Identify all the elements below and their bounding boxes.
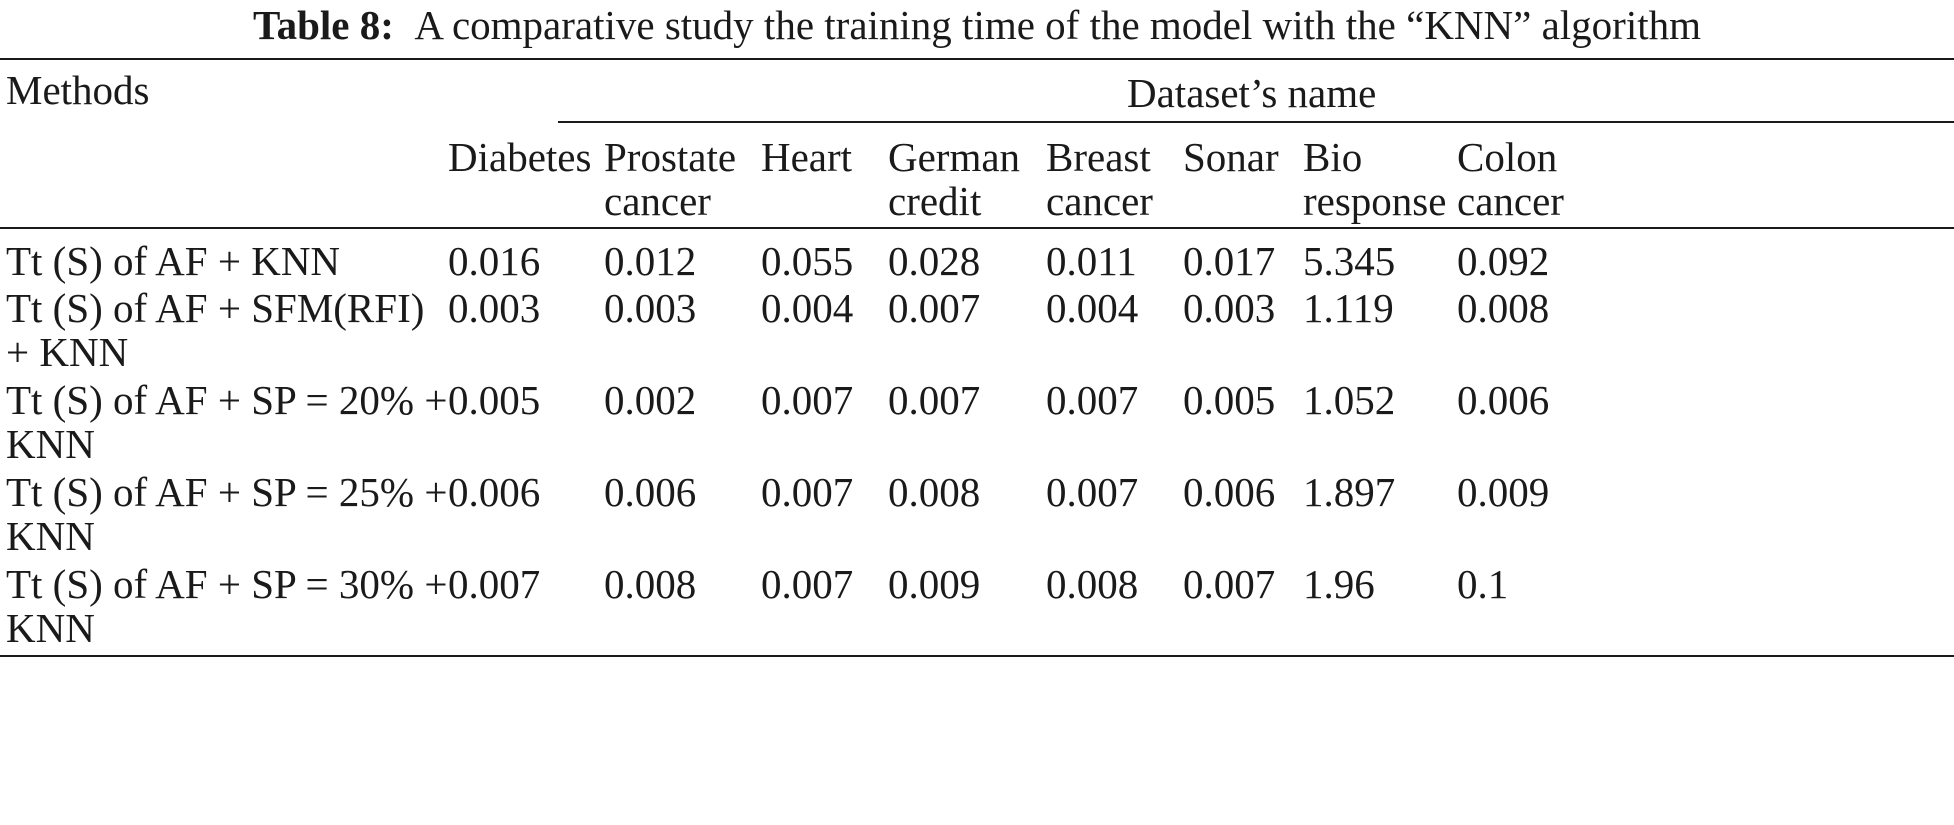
caption-text: A comparative study the training time of…: [393, 2, 1702, 48]
table-cell: 0.007: [761, 377, 854, 423]
column-header: Bio: [1303, 134, 1363, 180]
column-header: cancer: [1046, 178, 1153, 224]
table-cell: 0.008: [604, 561, 697, 607]
table-cell: 0.009: [888, 561, 981, 607]
table-cell: 0.003: [604, 285, 697, 331]
table-cell: 1.96: [1303, 561, 1375, 607]
table-cell: 0.092: [1457, 238, 1550, 284]
method-label: Tt (S) of AF + SP = 30% +: [6, 561, 448, 607]
method-label: Tt (S) of AF + SP = 25% +: [6, 469, 448, 515]
table-cell: 0.006: [604, 469, 697, 515]
table-cell: 0.003: [1183, 285, 1276, 331]
table-cell: 0.017: [1183, 238, 1276, 284]
column-header: cancer: [604, 178, 711, 224]
column-header: Prostate: [604, 134, 737, 180]
table-cell: 0.009: [1457, 469, 1550, 515]
column-header: credit: [888, 178, 982, 224]
table-cell: 0.012: [604, 238, 697, 284]
table-cell: 0.028: [888, 238, 981, 284]
column-header: Diabetes: [448, 134, 592, 180]
column-header: Breast: [1046, 134, 1151, 180]
table-cell: 5.345: [1303, 238, 1396, 284]
table-cell: 0.007: [1183, 561, 1276, 607]
table-cell: 0.007: [761, 561, 854, 607]
table-cell: 0.006: [1183, 469, 1276, 515]
top-rule: [0, 58, 1954, 60]
table-cell: 0.006: [1457, 377, 1550, 423]
table-cell: 0.006: [448, 469, 541, 515]
header-bottom-rule: [0, 227, 1954, 229]
table-cell: 1.897: [1303, 469, 1396, 515]
table-cell: 0.011: [1046, 238, 1137, 284]
table-cell: 0.007: [448, 561, 541, 607]
method-label: Tt (S) of AF + KNN: [6, 238, 341, 284]
table-cell: 0.004: [1046, 285, 1139, 331]
table-cell: 0.008: [1046, 561, 1139, 607]
table-cell: 0.007: [888, 377, 981, 423]
methods-header: Methods: [6, 67, 150, 113]
column-header: German: [888, 134, 1021, 180]
table-cell: 0.007: [1046, 377, 1139, 423]
method-label: KNN: [6, 513, 95, 559]
table-cell: 0.008: [1457, 285, 1550, 331]
table-cell: 0.007: [761, 469, 854, 515]
method-label: + KNN: [6, 329, 129, 375]
column-header: cancer: [1457, 178, 1564, 224]
table-cell: 0.007: [1046, 469, 1139, 515]
table-cell: 0.008: [888, 469, 981, 515]
group-rule: [558, 121, 1954, 123]
method-label: Tt (S) of AF + SFM(RFI): [6, 285, 425, 331]
table-cell: 0.005: [1183, 377, 1276, 423]
column-header: Colon: [1457, 134, 1558, 180]
method-label: Tt (S) of AF + SP = 20% +: [6, 377, 448, 423]
table-cell: 1.119: [1303, 285, 1394, 331]
method-label: KNN: [6, 605, 95, 651]
table-cell: 0.005: [448, 377, 541, 423]
table-cell: 0.007: [888, 285, 981, 331]
table-cell: 0.004: [761, 285, 854, 331]
table-cell: 0.1: [1457, 561, 1509, 607]
table-cell: 1.052: [1303, 377, 1396, 423]
table-caption: Table 8: A comparative study the trainin…: [0, 0, 1954, 50]
caption-label: Table 8:: [252, 2, 394, 48]
dataset-group-header: Dataset’s name: [1127, 70, 1377, 116]
column-header: Sonar: [1183, 134, 1279, 180]
column-header: response: [1303, 178, 1447, 224]
table-cell: 0.016: [448, 238, 541, 284]
method-label: KNN: [6, 421, 95, 467]
table-cell: 0.003: [448, 285, 541, 331]
table-cell: 0.002: [604, 377, 697, 423]
bottom-rule: [0, 655, 1954, 657]
column-header: Heart: [761, 134, 853, 180]
table-cell: 0.055: [761, 238, 854, 284]
